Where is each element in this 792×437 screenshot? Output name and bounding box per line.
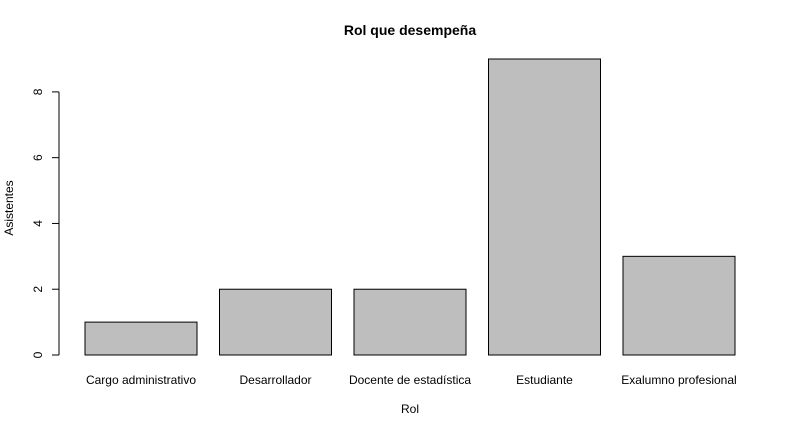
bar <box>84 321 198 356</box>
category-labels: Cargo administrativo Desarrollador Docente… <box>86 373 737 387</box>
bar <box>488 58 601 356</box>
x-axis-label: Rol <box>401 402 419 416</box>
bars-group <box>84 58 736 356</box>
y-tick-label: 2 <box>31 286 45 293</box>
x-tick-label: Docente de estadística <box>349 373 471 387</box>
y-tick-label: 6 <box>31 154 45 161</box>
y-tick-label: 0 <box>31 351 45 358</box>
x-tick-label: Estudiante <box>516 373 573 387</box>
bar <box>353 288 467 356</box>
chart-title: Rol que desempeña <box>344 22 476 38</box>
y-axis: 0 2 4 6 8 <box>31 88 60 358</box>
bar <box>622 255 736 356</box>
y-tick-label: 8 <box>31 88 45 95</box>
bar <box>219 288 332 356</box>
y-axis-label: Asistentes <box>2 180 16 235</box>
y-tick-label: 4 <box>31 220 45 227</box>
x-tick-label: Exalumno profesional <box>621 373 736 387</box>
x-tick-label: Desarrollador <box>239 373 311 387</box>
x-tick-label: Cargo administrativo <box>86 373 196 387</box>
